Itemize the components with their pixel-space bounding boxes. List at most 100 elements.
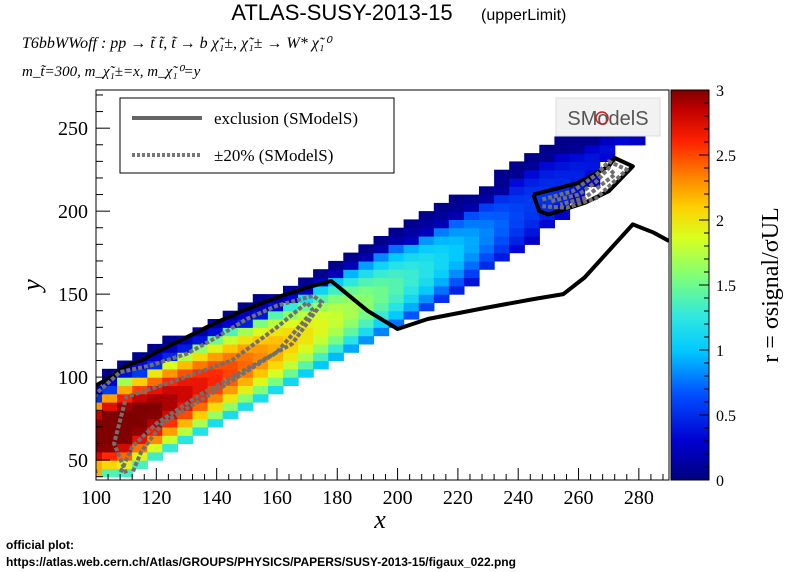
heatmap-cell	[162, 385, 178, 395]
heatmap-cell	[358, 277, 375, 287]
heatmap-cell	[177, 352, 194, 362]
heatmap-cell	[298, 335, 314, 345]
heatmap-cell	[448, 202, 465, 212]
heatmap-cell	[614, 136, 631, 146]
x-tick-label: 120	[141, 487, 171, 509]
heatmap-cell	[388, 244, 405, 254]
heatmap-cell	[192, 402, 209, 411]
colorbar: 0 0.5 1 1.5 2 2.5 3	[670, 83, 736, 490]
heatmap-cell	[463, 202, 480, 212]
heatmap-cell	[96, 460, 103, 469]
heatmap-cell	[252, 335, 269, 345]
heatmap-cell	[448, 194, 465, 204]
heatmap-cell	[207, 327, 224, 337]
heatmap-cell	[267, 335, 284, 345]
heatmap-cell	[373, 294, 390, 303]
heatmap-cell	[162, 402, 178, 411]
heatmap-cell	[222, 327, 239, 337]
x-tick-label: 160	[262, 487, 292, 509]
heatmap-cell	[494, 169, 510, 179]
curves	[96, 156, 669, 475]
heatmap-cell	[117, 435, 133, 445]
heatmap-cell	[313, 319, 329, 328]
heatmap-cell	[448, 244, 465, 254]
heatmap-cell	[328, 260, 344, 270]
heatmap-cell	[283, 377, 299, 386]
x-axis-label: x	[373, 505, 386, 534]
heatmap-cell	[117, 385, 133, 395]
heatmap-cell	[584, 178, 601, 187]
heatmap-cell	[343, 319, 359, 328]
heatmap-cell	[599, 136, 616, 146]
heatmap-cell	[403, 285, 420, 295]
heatmap-cell	[539, 153, 555, 162]
heatmap-cell	[132, 410, 148, 420]
heatmap-cell	[192, 352, 209, 362]
plot-frame	[95, 89, 670, 481]
heatmap-cells	[96, 128, 646, 478]
heatmap-cell	[539, 194, 555, 204]
heatmap-cell	[403, 294, 420, 303]
heatmap-cell	[192, 426, 209, 436]
heatmap-cell	[418, 302, 435, 312]
heatmap-cell	[298, 310, 314, 320]
heatmap-cell	[494, 219, 510, 229]
heatmap-cell	[524, 186, 540, 196]
heatmap-cell	[373, 244, 390, 254]
heatmap-cell	[313, 343, 329, 353]
heatmap-cell	[448, 269, 465, 279]
heatmap-cell	[147, 435, 163, 445]
heatmap-cell	[524, 169, 540, 179]
heatmap-cell	[132, 377, 148, 386]
heatmap-cell	[283, 360, 299, 370]
heatmap-cell	[192, 410, 209, 420]
heatmap-cell	[298, 368, 314, 378]
heatmap-cell	[418, 277, 435, 287]
heatmap-cell	[463, 244, 480, 254]
heatmap-cell	[177, 393, 194, 403]
heatmap-cell	[298, 360, 314, 370]
heatmap-cell	[418, 236, 435, 245]
heatmap-cell	[147, 402, 163, 411]
heatmap-cell	[433, 202, 450, 212]
heatmap-cell	[102, 410, 118, 420]
heatmap-cell	[448, 285, 465, 295]
heatmap-cell	[117, 410, 133, 420]
legend-exclusion-label: exclusion (SModelS)	[214, 109, 358, 128]
heatmap-cell	[584, 161, 601, 171]
heatmap-cell	[418, 294, 435, 303]
footer-url[interactable]: https://atlas.web.cern.ch/Atlas/GROUPS/P…	[6, 555, 516, 569]
heatmap-cell	[298, 277, 314, 287]
heatmap-cell	[192, 385, 209, 395]
heatmap-cell	[569, 153, 586, 162]
heatmap-cell	[328, 294, 344, 303]
heatmap-cell	[388, 302, 405, 312]
heatmap-cell	[343, 327, 359, 337]
heatmap-cell	[448, 252, 465, 262]
heatmap-cell	[509, 186, 525, 196]
heatmap-cell	[373, 260, 390, 270]
heatmap-cell	[177, 360, 194, 370]
heatmap-cell	[252, 360, 269, 370]
heatmap-cell	[403, 269, 420, 279]
heatmap-cell	[313, 335, 329, 345]
heatmap-cell	[132, 426, 148, 436]
heatmap-cell	[252, 294, 269, 303]
heatmap-cell	[358, 302, 375, 312]
heatmap-cell	[509, 161, 525, 171]
heatmap-cell	[222, 385, 239, 395]
heatmap-cell	[463, 219, 480, 229]
heatmap-cell	[524, 178, 540, 187]
heatmap-cell	[403, 244, 420, 254]
heatmap-cell	[298, 343, 314, 353]
heatmap-cell	[147, 343, 163, 353]
heatmap-cell	[267, 310, 284, 320]
heatmap-cell	[96, 451, 103, 461]
heatmap-cell	[267, 360, 284, 370]
heatmap-cell	[479, 252, 495, 262]
heatmap-cell	[448, 219, 465, 229]
heatmap-cell	[418, 227, 435, 237]
heatmap-cell	[494, 244, 510, 254]
heatmap-cell	[237, 302, 254, 312]
